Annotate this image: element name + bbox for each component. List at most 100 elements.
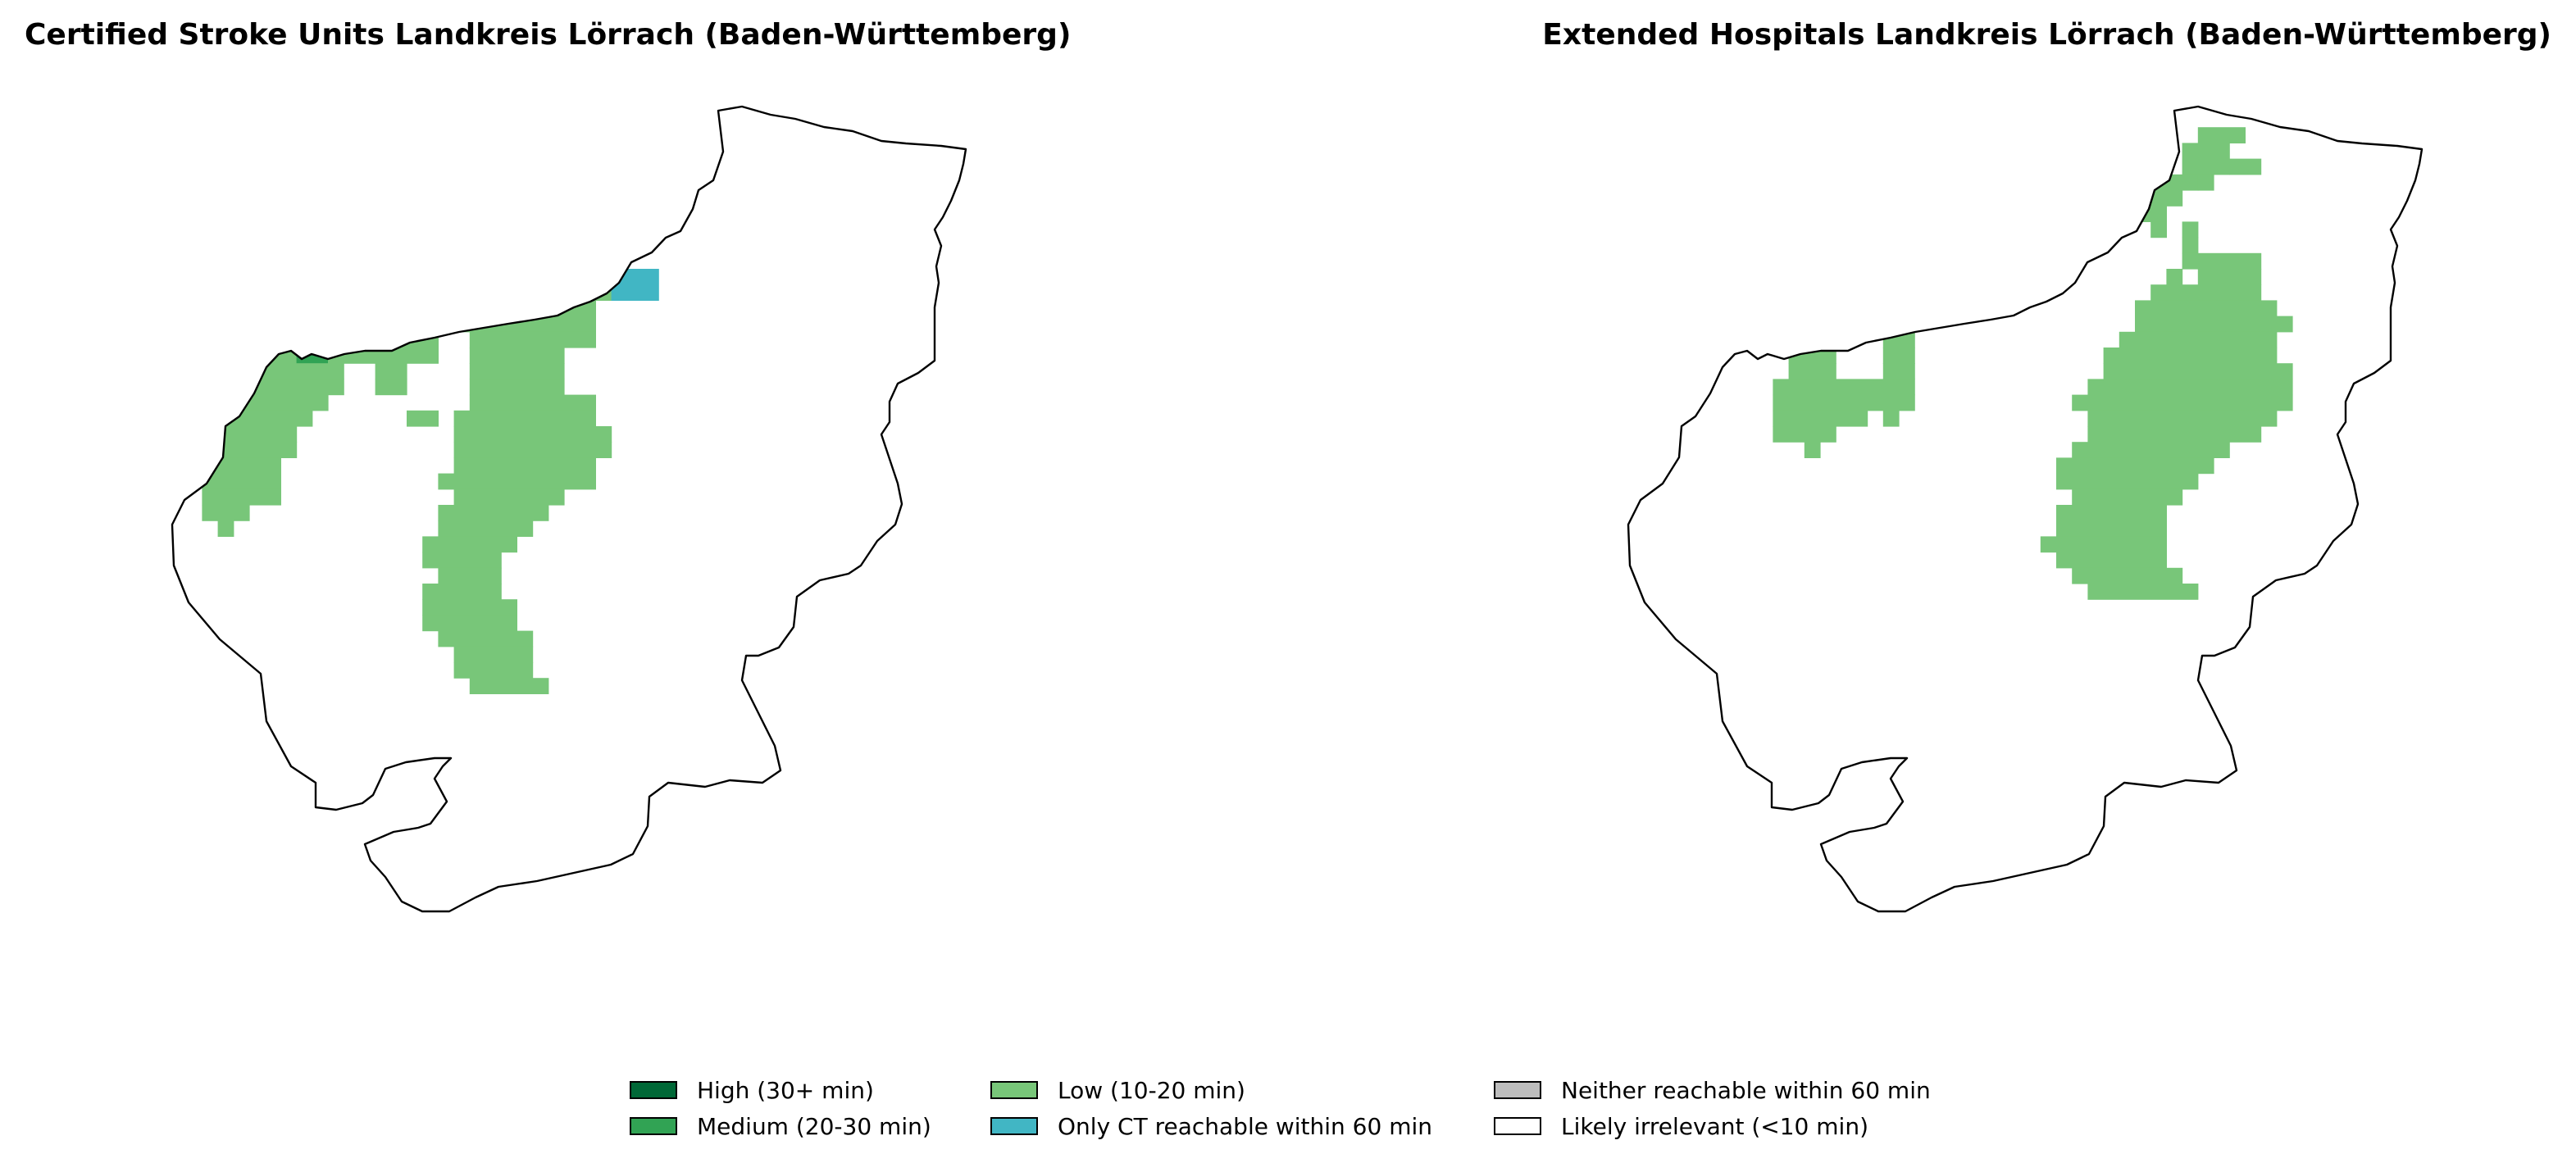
left-map-cell-low [438, 473, 596, 490]
right-map-cell-low [2119, 331, 2278, 348]
left-map-cell-medium [595, 174, 628, 222]
left-map-cell-low [453, 442, 612, 458]
left-map-cell-low [296, 331, 360, 348]
right-map-cell-low [2135, 190, 2183, 207]
legend-label-ct-only: Only CT reachable within 60 min [1058, 1112, 1433, 1140]
legend-swatch-neither [1494, 1081, 1541, 1099]
left-map-cell-medium [296, 348, 329, 364]
right-map-cell-low [1804, 331, 1852, 348]
right-map-cell-low [1773, 410, 1868, 427]
right-map-cell-low [1882, 363, 1915, 379]
left-map-cell-low [249, 379, 344, 396]
legend-item-low: Low (10-20 min) [990, 1076, 1494, 1104]
left-map-cell-low [422, 552, 502, 569]
right-map-cell-low [2135, 300, 2278, 317]
left-map-cell-low [375, 316, 423, 333]
left-map-cell-low [217, 410, 313, 427]
left-map-cell-ct-only [580, 237, 628, 270]
right-map-cell-low [2056, 520, 2167, 537]
right-map-cell-low [2072, 394, 2293, 411]
left-map-cell-low [202, 488, 281, 506]
legend-swatch-high [630, 1081, 677, 1099]
left-map-cell-low [453, 488, 565, 506]
right-map-cell-low [2087, 426, 2262, 443]
right-map-cell-low [2197, 127, 2246, 143]
left-map-cell-low [438, 269, 612, 301]
left-map-cell-high [690, 143, 707, 160]
left-map-cell-ct-only [626, 143, 691, 175]
left-map-cell-low [469, 331, 596, 348]
right-map-cell-low [2182, 252, 2262, 270]
right-map-cell-low [1882, 348, 1915, 364]
left-map-cell-low [469, 379, 565, 396]
right-map-cell-low [1773, 394, 1915, 411]
left-map-cell-low [422, 584, 502, 600]
right-map-cell-low [2166, 269, 2183, 285]
right-map-grid-cells [1773, 127, 2293, 600]
right-map-cell-low [1788, 363, 1836, 379]
right-map-cell-low [2056, 457, 2214, 475]
left-map-cell-low [485, 300, 596, 317]
right-map-cell-low [1820, 316, 1852, 333]
left-map-cell-low [453, 237, 580, 270]
legend-label-high: High (30+ min) [697, 1076, 874, 1104]
left-map-cell-low [359, 300, 392, 317]
left-map-cell-low [202, 473, 281, 490]
left-map-cell-low [438, 520, 534, 537]
left-map-cell-low [217, 426, 298, 443]
right-map-cell-low [2182, 237, 2199, 254]
legend-item-medium: Medium (20-30 min) [630, 1113, 990, 1140]
left-map-cell-low [469, 348, 565, 364]
right-map-cell-low [2197, 174, 2214, 191]
left-map-cell-ct-only [626, 174, 675, 222]
legend-swatch-irrelevant [1494, 1117, 1541, 1135]
left-map-cell-low [202, 442, 298, 458]
right-map-cell-low [1882, 331, 1915, 348]
left-map-cell-low [202, 505, 250, 521]
left-map-cell-low [233, 394, 329, 411]
right-map-cell-low [2135, 206, 2167, 222]
left-map-cell-low [438, 567, 502, 584]
left-map-cell-low [453, 457, 596, 475]
legend-label-low: Low (10-20 min) [1058, 1076, 1245, 1104]
right-map-cell-low [1804, 442, 1821, 458]
legend-item-ct-only: Only CT reachable within 60 min [990, 1112, 1494, 1140]
legend-swatch-low [990, 1081, 1038, 1099]
left-map-cell-low [485, 206, 580, 239]
left-map-title: Certified Stroke Units Landkreis Lörrach… [25, 18, 1072, 52]
right-map-cell-low [2056, 505, 2167, 521]
right-map-cell-low [2229, 158, 2262, 175]
legend-item-neither: Neither reachable within 60 min [1494, 1076, 1969, 1104]
left-map-cell-low [375, 379, 407, 396]
left-map-cell-medium [390, 300, 407, 317]
right-map-cell-low [2056, 552, 2167, 569]
left-map-cell-low [469, 363, 565, 379]
left-map-cell-low [422, 615, 517, 632]
left-map-cell-low [280, 316, 298, 333]
right-map-cell-low [2056, 473, 2199, 490]
right-map-title: Extended Hospitals Landkreis Lörrach (Ba… [1542, 18, 2551, 52]
left-map-grid-cells [202, 127, 707, 694]
left-map-cell-low [422, 599, 517, 616]
left-map-cell-ct-only [611, 269, 659, 301]
right-map-cell-low [2087, 584, 2199, 600]
left-map-cell-low [217, 520, 234, 537]
left-map-cell-medium [359, 331, 392, 348]
legend-item-high: High (30+ min) [630, 1076, 990, 1104]
right-map-cell-low [2072, 488, 2183, 506]
left-map-cell-medium [580, 206, 596, 239]
right-map [1627, 105, 2424, 913]
left-map-cell-medium [312, 316, 329, 333]
left-map-cell-low [453, 646, 534, 663]
left-map-cell-low [469, 394, 596, 411]
right-map-cell-low [2103, 363, 2293, 379]
legend: High (30+ min) Low (10-20 min) Neither r… [630, 1076, 1969, 1140]
right-map-cell-low [2135, 316, 2293, 333]
right-map-cell-low [2103, 348, 2278, 364]
legend-swatch-ct-only [990, 1117, 1038, 1135]
left-map-cell-low [453, 410, 596, 427]
left-map-cell-low [422, 536, 517, 553]
right-map-cell-low [2150, 221, 2167, 239]
legend-label-neither: Neither reachable within 60 min [1561, 1076, 1931, 1104]
left-map-cell-low [548, 127, 628, 143]
